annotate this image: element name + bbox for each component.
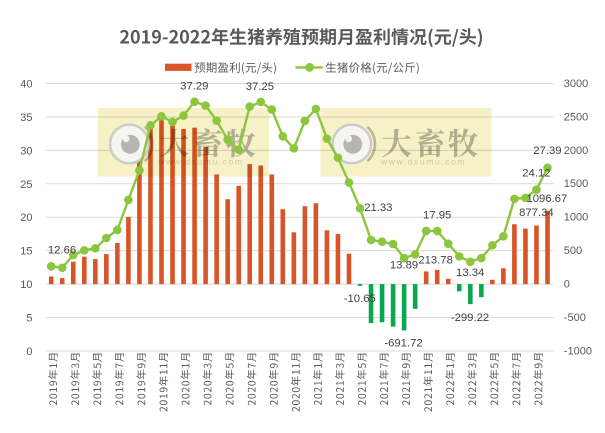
svg-text:www.dxumu.com: www.dxumu.com <box>380 157 466 167</box>
svg-text:3000: 3000 <box>564 78 588 90</box>
svg-text:10: 10 <box>20 279 32 291</box>
svg-text:15: 15 <box>20 246 32 258</box>
svg-text:0: 0 <box>26 346 32 358</box>
svg-text:www.dxumu.com: www.dxumu.com <box>158 157 244 167</box>
svg-text:13.34: 13.34 <box>456 267 484 279</box>
svg-text:5: 5 <box>26 313 32 325</box>
svg-text:13.89: 13.89 <box>390 259 418 271</box>
svg-text:37.25: 37.25 <box>246 81 274 93</box>
svg-text:877.34: 877.34 <box>519 207 554 219</box>
svg-text:-691.72: -691.72 <box>384 337 422 349</box>
svg-text:1500: 1500 <box>564 178 588 190</box>
svg-text:40: 40 <box>20 79 32 91</box>
svg-text:1000: 1000 <box>564 212 588 224</box>
svg-text:-500: -500 <box>564 312 586 324</box>
svg-text:20: 20 <box>20 212 32 224</box>
svg-text:-10.65: -10.65 <box>344 293 376 305</box>
svg-text:-1000: -1000 <box>564 345 592 357</box>
svg-text:25: 25 <box>20 179 32 191</box>
svg-text:12.66: 12.66 <box>48 244 76 256</box>
svg-text:27.39: 27.39 <box>533 145 561 157</box>
svg-text:213.78: 213.78 <box>418 255 453 267</box>
svg-text:24.12: 24.12 <box>522 168 550 180</box>
svg-text:-299.22: -299.22 <box>451 312 489 324</box>
svg-text:1096.67: 1096.67 <box>526 193 567 205</box>
svg-text:35: 35 <box>20 112 32 124</box>
svg-text:21.33: 21.33 <box>364 202 392 214</box>
svg-text:500: 500 <box>564 245 582 257</box>
svg-text:17.95: 17.95 <box>423 209 451 221</box>
svg-text:2500: 2500 <box>564 111 588 123</box>
svg-text:37.29: 37.29 <box>180 80 208 92</box>
svg-text:2000: 2000 <box>564 145 588 157</box>
svg-text:30: 30 <box>20 145 32 157</box>
svg-text:0: 0 <box>564 279 570 291</box>
